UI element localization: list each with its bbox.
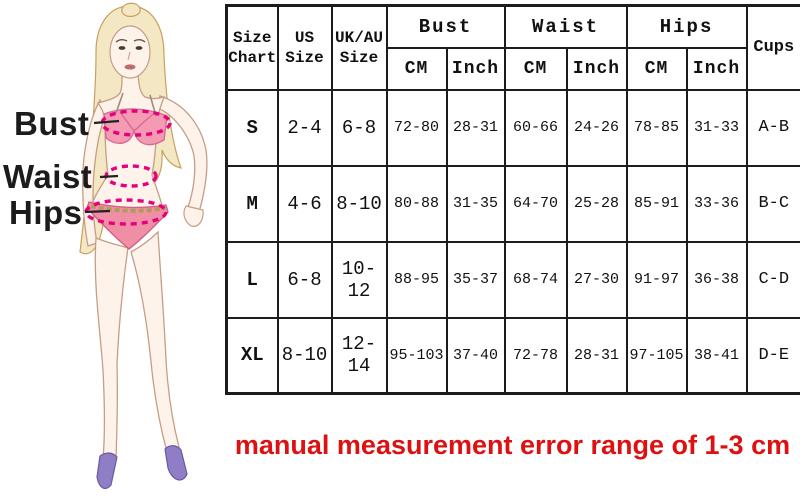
hair-bun — [121, 2, 141, 18]
waist-label: Waist — [3, 158, 93, 195]
bikini-top — [103, 108, 168, 146]
bust-cm-cell: 95-103 — [385, 316, 448, 395]
cups-cell: C-D — [745, 240, 800, 319]
right-leg — [130, 230, 180, 453]
waist-inch-cell: 25-28 — [565, 164, 628, 243]
waist-cm-cell: 60-66 — [503, 88, 568, 167]
waist-inch-cell: 27-30 — [565, 240, 628, 319]
size-cell: S — [225, 88, 279, 167]
header-row-units: CM Inch CM Inch CM Inch — [227, 46, 800, 91]
right-shoe — [164, 445, 188, 481]
size-cell: L — [225, 240, 279, 319]
bust-inch-cell: 31-35 — [445, 164, 506, 243]
bust-label: Bust — [14, 105, 90, 142]
left-shoe — [96, 452, 118, 490]
bust-measure-ellipse — [100, 109, 172, 137]
header-row-groups: Size Chart US Size UK/AU Size Bust Waist… — [225, 4, 800, 91]
table-row-s: S 2-4 6-8 72-80 28-31 60-66 24-26 78-85 … — [225, 88, 800, 167]
uk-au-size-cell: 8-10 — [330, 164, 388, 243]
waist-pointer-line — [99, 174, 119, 179]
hips-inch-cell: 36-38 — [685, 240, 748, 319]
bust-cm-cell: 88-95 — [385, 240, 448, 319]
group-header-waist: Waist — [503, 4, 628, 49]
right-hand — [183, 205, 204, 227]
left-eyebrow — [115, 39, 128, 43]
us-size-cell: 2-4 — [276, 88, 333, 167]
table-row-m: M 4-6 8-10 80-88 31-35 64-70 25-28 85-91… — [225, 164, 800, 243]
bust-pointer-line — [93, 119, 120, 125]
size-cell: M — [225, 164, 279, 243]
size-cell: XL — [225, 316, 279, 395]
hips-inch-cell: 31-33 — [685, 88, 748, 167]
bust-cm-cell: 80-88 — [385, 164, 448, 243]
hips-inch-cell: 38-41 — [685, 316, 748, 395]
group-header-hips: Hips — [625, 4, 748, 49]
waist-inch-cell: 24-26 — [565, 88, 628, 167]
col-header-cups: Cups — [745, 4, 800, 91]
hips-inch-header: Inch — [685, 46, 748, 91]
bust-inch-cell: 28-31 — [445, 88, 506, 167]
uk-au-size-cell: 10-12 — [330, 240, 388, 319]
uk-au-size-cell: 12-14 — [330, 316, 388, 395]
bust-inch-cell: 35-37 — [445, 240, 506, 319]
col-header-size-chart: Size Chart — [225, 4, 279, 91]
left-leg — [94, 237, 129, 460]
hips-cm-cell: 91-97 — [625, 240, 688, 319]
cups-cell: B-C — [745, 164, 800, 243]
us-size-cell: 8-10 — [276, 316, 333, 395]
bikini-bottom — [86, 201, 169, 250]
uk-au-size-cell: 6-8 — [330, 88, 388, 167]
right-eyebrow — [133, 39, 146, 43]
cups-cell: D-E — [745, 316, 800, 395]
hips-cm-cell: 85-91 — [625, 164, 688, 243]
waist-cm-cell: 64-70 — [503, 164, 568, 243]
body-measurement-illustration: Bust Waist Hips — [0, 0, 230, 500]
table-row-xl: XL 8-10 12-14 95-103 37-40 72-78 28-31 9… — [225, 316, 800, 395]
left-strap — [115, 92, 124, 114]
hips-cm-header: CM — [625, 46, 688, 91]
waist-inch-cell: 28-31 — [565, 316, 628, 395]
size-chart-table: Size Chart US Size UK/AU Size Bust Waist… — [225, 4, 800, 395]
hips-pointer-line — [84, 209, 111, 214]
waist-cm-cell: 68-74 — [503, 240, 568, 319]
bust-cm-header: CM — [385, 46, 448, 91]
nose — [127, 51, 131, 61]
measurement-error-note: manual measurement error range of 1-3 cm — [234, 430, 791, 460]
right-eye — [135, 46, 143, 50]
waist-inch-header: Inch — [565, 46, 628, 91]
waist-cm-header: CM — [503, 46, 568, 91]
bust-cm-cell: 72-80 — [385, 88, 448, 167]
waist-cm-cell: 72-78 — [503, 316, 568, 395]
group-header-bust: Bust — [385, 4, 506, 49]
chain-belt — [90, 204, 166, 213]
hips-cm-cell: 78-85 — [625, 88, 688, 167]
hips-cm-cell: 97-105 — [625, 316, 688, 395]
lips — [124, 64, 136, 70]
bust-inch-cell: 37-40 — [445, 316, 506, 395]
us-size-cell: 6-8 — [276, 240, 333, 319]
left-eye — [118, 46, 126, 50]
hips-inch-cell: 33-36 — [685, 164, 748, 243]
bust-inch-header: Inch — [445, 46, 506, 91]
woman-figure-sketch — [79, 2, 208, 490]
col-header-us-size: US Size — [276, 4, 333, 91]
hips-measure-ellipse — [84, 198, 168, 226]
us-size-cell: 4-6 — [276, 164, 333, 243]
bra-v-notch — [119, 111, 154, 133]
col-header-uk-au-size: UK/AU Size — [330, 4, 388, 91]
hips-label: Hips — [9, 194, 83, 231]
cups-cell: A-B — [745, 88, 800, 167]
table-row-l: L 6-8 10-12 88-95 35-37 68-74 27-30 91-9… — [225, 240, 800, 319]
